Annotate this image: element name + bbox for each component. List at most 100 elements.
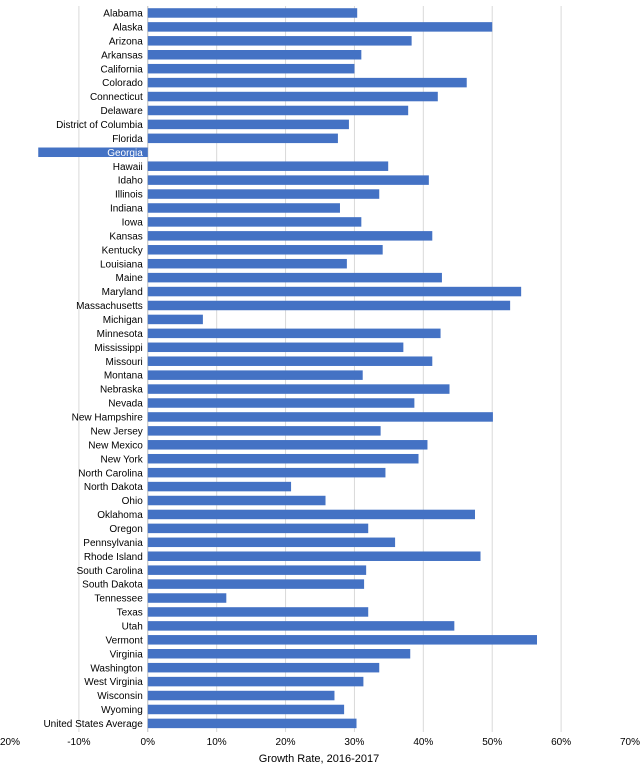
category-label: Alabama	[103, 9, 143, 20]
category-label: Connecticut	[90, 92, 143, 103]
category-label: New York	[101, 454, 144, 465]
category-label: Iowa	[122, 218, 144, 229]
x-tick-label: 50%	[482, 737, 502, 748]
category-label: North Dakota	[84, 482, 143, 493]
category-label: Virginia	[110, 649, 144, 660]
bars	[38, 8, 537, 729]
bar-mississippi	[147, 342, 404, 353]
bar-connecticut	[147, 91, 438, 102]
bar-wisconsin	[147, 690, 335, 701]
bar-tennessee	[147, 593, 227, 603]
bar-oklahoma	[147, 509, 475, 520]
x-axis-title: Growth Rate, 2016-2017	[259, 753, 379, 765]
x-tick-label: -10%	[67, 737, 90, 748]
bar-kentucky	[147, 245, 383, 255]
category-label: Rhode Island	[84, 552, 143, 563]
bar-california	[147, 63, 355, 74]
bar-illinois	[147, 189, 380, 199]
category-label: Oregon	[109, 524, 142, 535]
category-label: New Mexico	[88, 440, 143, 451]
category-label: Pennsylvania	[83, 538, 143, 549]
category-label: Kansas	[109, 231, 142, 242]
bar-minnesota	[147, 328, 441, 339]
bar-rhode-island	[147, 551, 481, 561]
bar-florida	[147, 133, 338, 144]
bar-new-jersey	[147, 426, 381, 436]
bar-west-virginia	[147, 676, 364, 687]
bar-district-of-columbia	[147, 119, 349, 130]
bar-georgia	[38, 147, 148, 158]
bar-pennsylvania	[147, 537, 396, 548]
bar-utah	[147, 621, 455, 631]
bar-new-hampshire	[147, 412, 493, 422]
category-label: Georgia	[107, 148, 143, 159]
bar-oregon	[147, 523, 369, 534]
category-label: South Carolina	[77, 566, 144, 577]
bar-new-mexico	[147, 440, 428, 450]
bar-wyoming	[147, 704, 345, 715]
x-tick-label: 10%	[207, 737, 227, 748]
category-label: Nevada	[108, 399, 143, 410]
category-label: Ohio	[122, 496, 144, 507]
x-tick-label: 60%	[551, 737, 571, 748]
category-label: Delaware	[101, 106, 144, 117]
category-label: District of Columbia	[56, 120, 143, 131]
bar-maine	[147, 272, 442, 283]
bar-delaware	[147, 105, 409, 116]
category-label: Arizona	[109, 36, 143, 47]
category-label: Kentucky	[102, 245, 143, 256]
x-tick-label: 40%	[413, 737, 433, 748]
bar-north-carolina	[147, 467, 386, 478]
category-label: New Jersey	[91, 426, 143, 437]
category-label: Washington	[90, 663, 142, 674]
bar-nevada	[147, 398, 415, 408]
category-label: Tennessee	[94, 594, 143, 605]
bar-south-dakota	[147, 579, 365, 589]
category-label: Nebraska	[100, 385, 143, 396]
category-label: Montana	[104, 371, 143, 382]
category-labels: Alabama Alaska Arizona Arkansas California Co…	[43, 9, 143, 730]
bar-montana	[147, 370, 363, 380]
category-label: Minnesota	[97, 329, 144, 340]
bar-washington	[147, 662, 380, 673]
category-label: Oklahoma	[97, 510, 143, 521]
category-label: Maine	[116, 273, 144, 284]
category-label: North Carolina	[78, 468, 143, 479]
bar-maryland	[147, 286, 522, 297]
category-label: United States Average	[43, 719, 143, 730]
category-label: Wisconsin	[97, 691, 143, 702]
category-label: Utah	[122, 621, 143, 632]
bar-arkansas	[147, 50, 362, 60]
bar-south-carolina	[147, 565, 367, 575]
category-label: Indiana	[110, 204, 143, 215]
category-label: California	[101, 64, 144, 75]
bar-texas	[147, 607, 369, 617]
category-label: Florida	[112, 134, 143, 145]
category-label: Texas	[117, 608, 143, 619]
bar-hawaii	[147, 161, 389, 171]
bar-alabama	[147, 8, 358, 18]
bar-alaska	[147, 22, 493, 32]
category-label: West Virginia	[84, 677, 143, 688]
bar-idaho	[147, 175, 429, 185]
category-label: Michigan	[103, 315, 143, 326]
category-label: Hawaii	[113, 162, 143, 173]
x-tick-label: 20%	[276, 737, 296, 748]
bar-north-dakota	[147, 481, 292, 492]
category-label: Vermont	[106, 635, 143, 646]
category-label: New Hampshire	[72, 413, 144, 424]
category-label: Louisiana	[100, 259, 143, 270]
bar-new-york	[147, 453, 419, 464]
category-label: Mississippi	[94, 343, 142, 354]
bar-indiana	[147, 203, 340, 213]
bar-arizona	[147, 36, 412, 46]
x-tick-labels: 20% -10% 0% 10% 20% 30% 40% 50% 60% 70%	[0, 737, 640, 748]
bar-ohio	[147, 495, 326, 506]
category-label: Massachusetts	[76, 301, 143, 312]
bar-massachusetts	[147, 300, 511, 311]
x-tick-label: 30%	[344, 737, 364, 748]
category-label: Wyoming	[101, 705, 143, 716]
bar-missouri	[147, 356, 433, 366]
bar-united-states-average	[147, 718, 357, 729]
bar-iowa	[147, 217, 362, 227]
